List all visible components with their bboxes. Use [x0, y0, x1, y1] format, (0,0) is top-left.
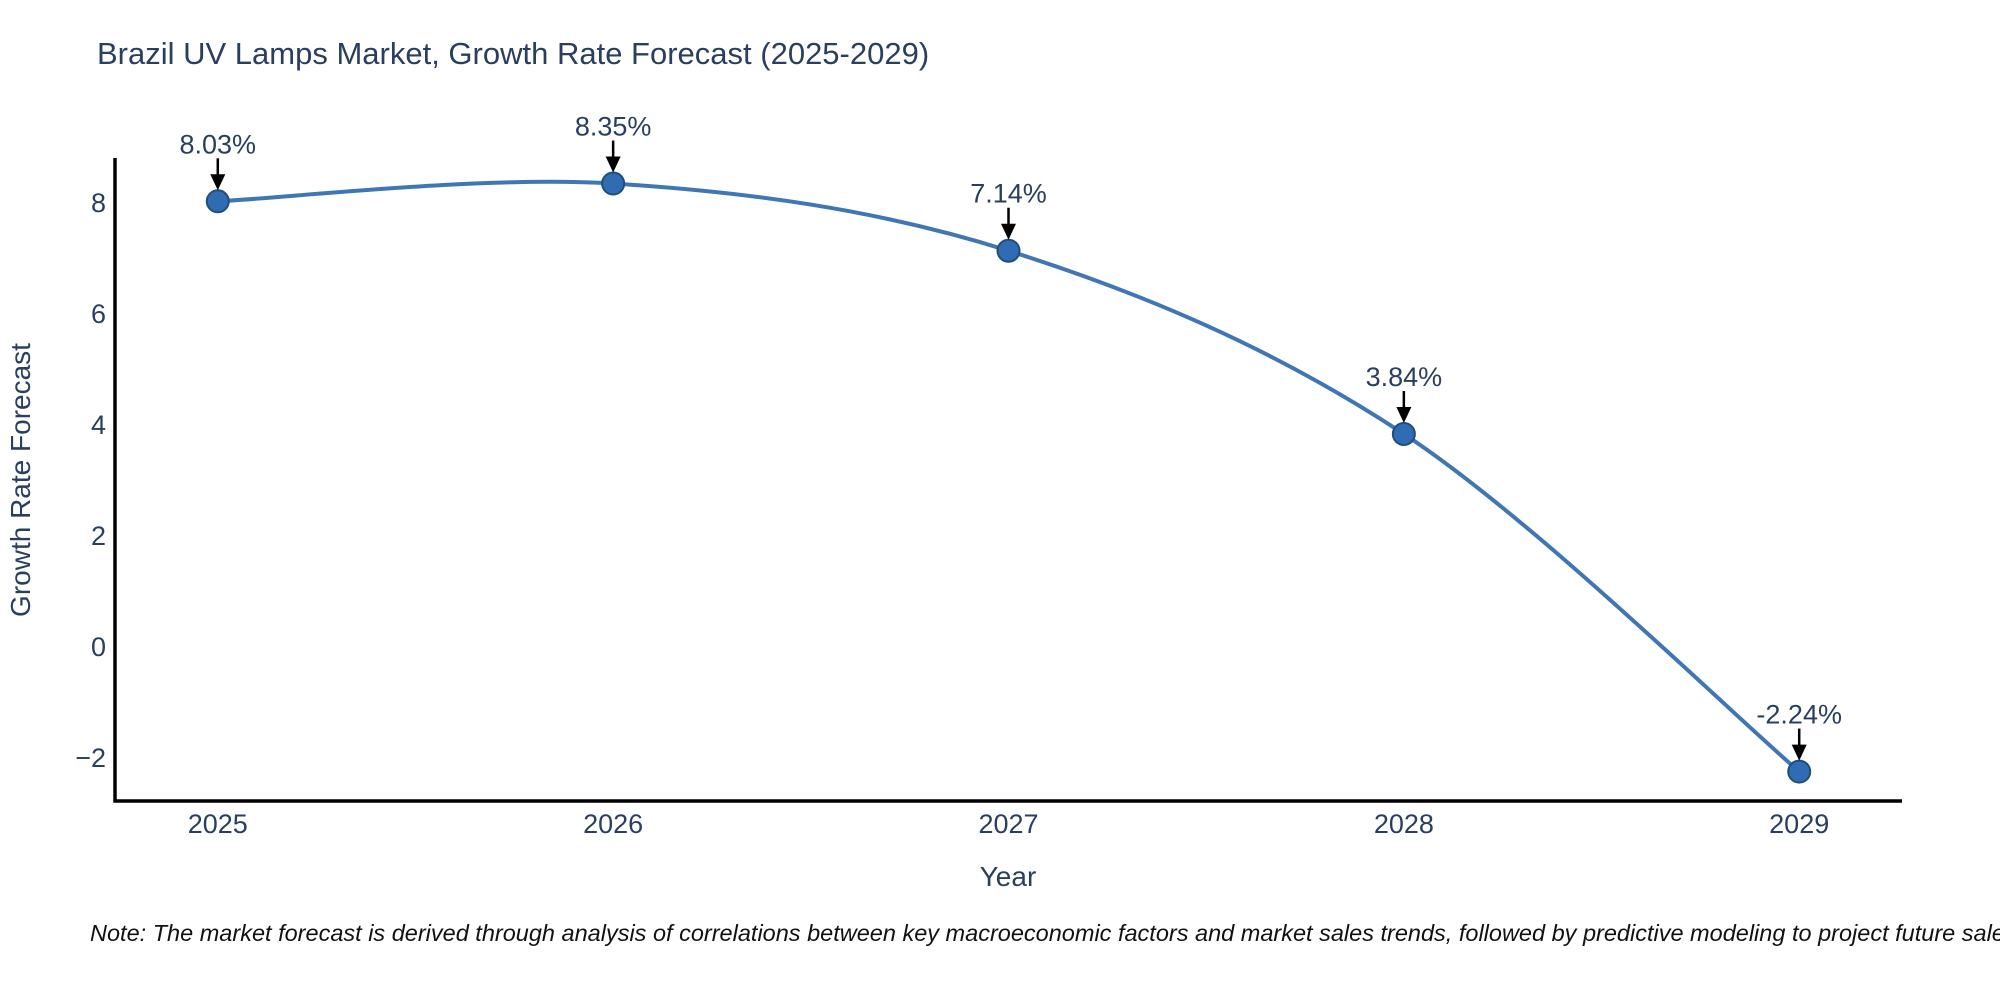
y-tick-label: 6	[91, 299, 106, 329]
x-tick-label: 2029	[1769, 809, 1829, 839]
y-tick-label: 8	[91, 188, 106, 218]
data-point-marker	[601, 171, 626, 196]
chart-title: Brazil UV Lamps Market, Growth Rate Fore…	[97, 36, 929, 71]
x-axis-title: Year	[980, 861, 1037, 892]
annotation-label: 8.35%	[575, 112, 652, 142]
footnote: Note: The market forecast is derived thr…	[90, 920, 2000, 946]
axis-lines	[113, 158, 1902, 803]
annotation-arrowhead	[1001, 223, 1016, 240]
y-tick-label: 2	[91, 521, 106, 551]
x-tick-label: 2026	[583, 809, 643, 839]
annotation-label: 3.84%	[1366, 362, 1443, 392]
plot-area: −2 0 2 4 6 8 2025 2026 2027 2028 2029 8.03% 8.35% 7.1…	[75, 112, 1902, 839]
annotation-arrowhead	[605, 156, 621, 173]
annotation-arrowhead	[1396, 406, 1412, 423]
annotation-label: -2.24%	[1756, 700, 1842, 730]
y-axis-title: Growth Rate Forecast	[5, 343, 36, 617]
data-point-marker	[996, 238, 1021, 263]
annotation-label: 8.03%	[180, 129, 257, 159]
data-point-marker	[205, 189, 230, 214]
annotation-arrowhead	[210, 174, 226, 191]
annotation-label: 7.14%	[970, 179, 1047, 209]
trend-line	[215, 179, 1802, 774]
x-tick-label: 2028	[1374, 809, 1434, 839]
y-tick-label: 0	[91, 632, 106, 662]
x-tick-label: 2027	[978, 809, 1038, 839]
data-point-marker	[1391, 421, 1416, 446]
data-point-marker	[1787, 759, 1812, 784]
annotation-arrowhead	[1791, 744, 1807, 761]
x-tick-label: 2025	[188, 809, 248, 839]
y-tick-label: 4	[91, 410, 106, 440]
y-tick-label: −2	[75, 743, 106, 773]
